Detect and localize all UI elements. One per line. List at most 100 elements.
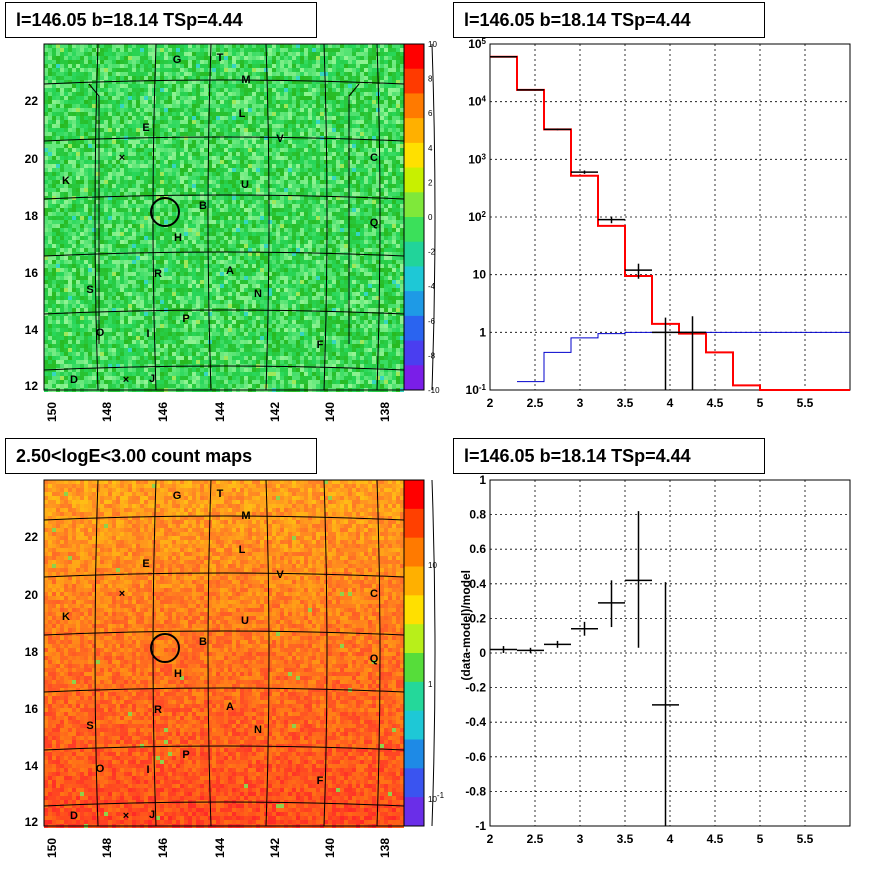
cnt-colorbar-band — [404, 595, 424, 625]
sig-ytick-16: 16 — [25, 266, 39, 280]
spec-ytick-5: 104 — [468, 94, 486, 109]
cnt-xtick-140: 140 — [323, 838, 337, 858]
resid-xtick-5.5: 5.5 — [797, 832, 814, 846]
resid-xtick-4: 4 — [667, 832, 674, 846]
sig-colorbar-band — [404, 167, 424, 193]
cnt-source-label-k: K — [62, 611, 70, 623]
cnt-xtick-148: 148 — [100, 838, 114, 858]
sig-xtick-144: 144 — [213, 402, 227, 422]
sig-ytick-22: 22 — [25, 94, 39, 108]
cnt-source-label-h: H — [174, 668, 182, 680]
sig-colorbar-band — [404, 291, 424, 317]
sig-xtick-142: 142 — [268, 402, 282, 422]
sig-colorbar-band — [404, 365, 424, 391]
sig-xtick-148: 148 — [100, 402, 114, 422]
sig-ytick-12: 12 — [25, 379, 39, 393]
resid-ytick-0.8: 0.8 — [469, 508, 486, 522]
sig-colorbar-tick--4: -4 — [428, 282, 436, 291]
cnt-colorbar-band — [404, 537, 424, 567]
cnt-source-label-n: N — [254, 724, 262, 736]
cnt-source-label-d: D — [70, 810, 78, 822]
cnt-ytick-22: 22 — [25, 530, 39, 544]
cnt-xtick-138: 138 — [378, 838, 392, 858]
cnt-cross-mark: × — [119, 588, 125, 600]
sig-ytick-14: 14 — [25, 323, 39, 337]
sig-grid-lines — [43, 43, 436, 391]
sig-colorbar-band — [404, 315, 424, 342]
sig-colorbar-band — [404, 118, 424, 144]
cnt-target-circle — [150, 633, 180, 663]
cnt-colorbar-tick-0: 10 — [428, 561, 437, 570]
resid-frame — [489, 479, 851, 827]
resid-xtick-3.5: 3.5 — [617, 832, 634, 846]
resid-ytick-0.6: 0.6 — [469, 542, 486, 556]
sig-cross-mark: × — [119, 152, 125, 164]
sig-xtick-150: 150 — [45, 402, 59, 422]
spec-ytick-6: 105 — [468, 37, 486, 52]
resid-gridlines — [489, 479, 850, 827]
cnt-colorbar-band — [404, 653, 424, 683]
sig-ytick-18: 18 — [25, 209, 39, 223]
resid-ytick-0.2: 0.2 — [469, 611, 486, 625]
resid-xtick-4.5: 4.5 — [707, 832, 724, 846]
cnt-colorbar-tick-1: 1 — [428, 680, 433, 689]
cnt-source-label-l: L — [239, 544, 246, 556]
sig-source-label-e: E — [142, 122, 149, 134]
sig-colorbar-frame — [403, 43, 425, 391]
cnt-ytick-18: 18 — [25, 645, 39, 659]
br-title: l=146.05 b=18.14 TSp=4.44 — [453, 438, 765, 474]
sig-cross-mark-2: × — [123, 374, 129, 386]
sig-source-label-b: B — [199, 200, 207, 212]
spec-model-line — [490, 55, 850, 391]
cnt-colorbar-band — [404, 797, 424, 827]
spec-ytick-2: 10 — [473, 268, 487, 282]
cnt-ytick-12: 12 — [25, 815, 39, 829]
sig-target-circle — [150, 197, 180, 227]
cnt-source-label-j: J — [149, 809, 155, 821]
cnt-map — [44, 480, 404, 828]
sig-source-label-i: I — [146, 328, 149, 340]
sig-colorbar-tick--6: -6 — [428, 317, 436, 326]
cnt-source-label-s: S — [86, 720, 93, 732]
tl-title: l=146.05 b=18.14 TSp=4.44 — [5, 2, 317, 38]
sig-map — [44, 44, 404, 392]
resid-ytick--0.4: -0.4 — [465, 715, 486, 729]
cnt-colorbar-band — [404, 624, 424, 654]
resid-xtick-3: 3 — [577, 832, 584, 846]
sig-source-label-t: T — [217, 52, 224, 64]
sig-colorbar-band — [404, 192, 424, 218]
sig-colorbar-tick-8: 8 — [428, 75, 433, 84]
resid-xtick-2: 2 — [487, 832, 494, 846]
cnt-source-label-a: A — [226, 701, 234, 713]
sig-source-label-v: V — [276, 133, 284, 145]
spec-xtick-4.5: 4.5 — [707, 396, 724, 410]
spec-background-line — [517, 331, 850, 383]
cnt-colorbar-tick-2: 10-1 — [428, 791, 445, 805]
sig-colorbar-band — [404, 68, 424, 94]
cnt-source-label-v: V — [276, 569, 284, 581]
sig-xtick-146: 146 — [156, 402, 170, 422]
resid-ytick-1: 1 — [479, 473, 486, 487]
tr-title: l=146.05 b=18.14 TSp=4.44 — [453, 2, 765, 38]
cnt-colorbar-band — [404, 681, 424, 712]
cnt-cross-mark-2: × — [123, 810, 129, 822]
cnt-colorbar-band — [404, 739, 424, 769]
spec-ytick-1: 1 — [479, 325, 486, 339]
sig-ytick-20: 20 — [25, 152, 39, 166]
cnt-source-label-g: G — [173, 490, 182, 502]
cnt-ytick-14: 14 — [25, 759, 39, 773]
spec-xtick-5.5: 5.5 — [797, 396, 814, 410]
sig-source-label-p: P — [182, 313, 189, 325]
cnt-colorbar-band — [404, 566, 424, 596]
cnt-source-label-e: E — [142, 558, 149, 570]
spec-xtick-5: 5 — [757, 396, 764, 410]
bl-title: 2.50<logE<3.00 count maps — [5, 438, 317, 474]
spec-ytick-4: 103 — [468, 152, 486, 167]
spec-ytick-3: 102 — [468, 210, 486, 225]
spec-frame — [489, 43, 851, 391]
spec-ytick-0: 10-1 — [466, 383, 487, 398]
spec-xtick-2: 2 — [487, 396, 494, 410]
sig-colorbar-tick-0: 0 — [428, 213, 433, 222]
cnt-xtick-144: 144 — [213, 838, 227, 858]
cnt-colorbar-band — [404, 710, 424, 740]
